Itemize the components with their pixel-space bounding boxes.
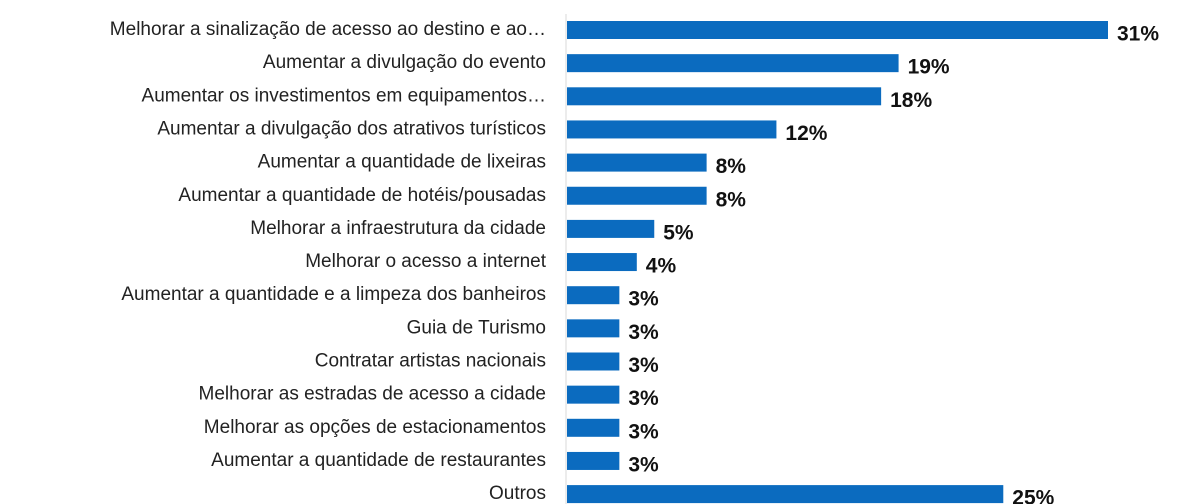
bar xyxy=(567,120,777,139)
value-label: 3% xyxy=(628,387,659,410)
bar xyxy=(567,186,707,205)
bar xyxy=(567,253,637,272)
value-label: 12% xyxy=(785,122,827,145)
value-label: 31% xyxy=(1117,23,1159,46)
value-label: 3% xyxy=(628,288,659,311)
bar xyxy=(567,385,620,404)
category-label: Aumentar a divulgação dos atrativos turí… xyxy=(157,118,546,139)
category-label: Aumentar a quantidade de hotéis/pousadas xyxy=(178,185,546,206)
value-label: 4% xyxy=(646,255,677,278)
category-label: Aumentar a quantidade e a limpeza dos ba… xyxy=(121,284,546,305)
value-label: 8% xyxy=(716,188,747,211)
value-label: 5% xyxy=(663,221,694,244)
bar xyxy=(567,451,620,470)
bar xyxy=(567,418,620,437)
value-label: 19% xyxy=(908,56,950,79)
value-label: 3% xyxy=(628,453,659,476)
category-label: Melhorar o acesso a internet xyxy=(305,251,547,272)
category-label: Aumentar a quantidade de lixeiras xyxy=(258,152,546,173)
value-label: 3% xyxy=(628,354,659,377)
bar xyxy=(567,54,899,73)
category-label: Melhorar as opções de estacionamentos xyxy=(204,417,546,438)
bar xyxy=(567,219,655,238)
value-label: 3% xyxy=(628,321,659,344)
category-label: Outros xyxy=(489,483,546,504)
bar xyxy=(567,352,620,371)
value-label: 18% xyxy=(890,89,932,112)
category-label: Contratar artistas nacionais xyxy=(315,351,546,372)
bar xyxy=(567,87,882,106)
bar xyxy=(567,485,1004,504)
bar xyxy=(567,319,620,338)
value-label: 3% xyxy=(628,420,659,443)
category-label: Melhorar a sinalização de acesso ao dest… xyxy=(110,19,546,40)
bar xyxy=(567,153,707,172)
bar xyxy=(567,286,620,305)
category-label: Melhorar as estradas de acesso a cidade xyxy=(199,384,546,405)
value-label: 8% xyxy=(716,155,747,178)
category-label: Aumentar os investimentos em equipamento… xyxy=(142,85,546,106)
category-label: Aumentar a divulgação do evento xyxy=(263,52,546,73)
value-label: 25% xyxy=(1012,487,1054,504)
category-label: Aumentar a quantidade de restaurantes xyxy=(211,450,546,471)
category-label: Melhorar a infraestrutura da cidade xyxy=(250,218,546,239)
category-label: Guia de Turismo xyxy=(407,317,546,338)
bar xyxy=(567,21,1108,39)
